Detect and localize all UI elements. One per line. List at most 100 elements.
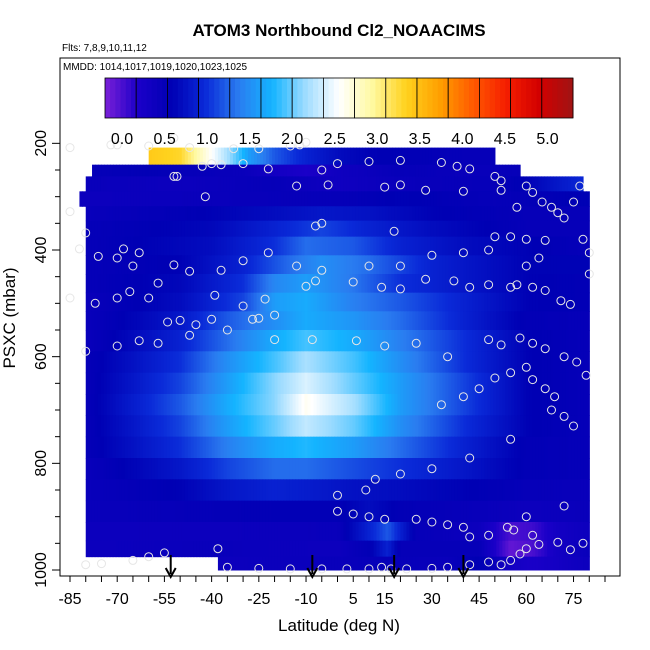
heatmap-cell [133,522,138,542]
heatmap-cell [475,372,479,395]
heatmap-cell [136,330,141,352]
heatmap-cell [292,176,297,192]
heatmap-cell [331,191,335,207]
heatmap-cell [361,415,366,438]
colorbar-cell [104,77,137,119]
heatmap-cell [184,415,189,438]
heatmap-cell [184,351,189,374]
heatmap-cell [169,415,174,438]
heatmap-cell [541,220,545,238]
heatmap-cell [574,522,578,542]
heatmap-cell [499,206,503,222]
heatmap-cell [565,458,569,480]
heatmap-cell [307,458,312,480]
observation-point [553,208,563,218]
heatmap-cell [217,394,222,416]
heatmap-cell [328,255,333,275]
heatmap-cell [454,436,458,459]
heatmap-cell [193,394,198,416]
heatmap-cell [211,372,216,395]
heatmap-cell [274,274,279,294]
heatmap-cell [436,351,441,374]
heatmap-cell [433,191,437,207]
heatmap-cell [196,164,201,177]
heatmap-cell [190,330,195,352]
heatmap-cell [472,394,476,416]
heatmap-cell [502,220,506,238]
heatmap-cell [193,274,198,294]
heatmap-cell [346,255,351,275]
colorbar: 0.0 0.5 1.0 1.5 2.0 2.5 3.0 3.5 4.0 4.5 5.0 [104,77,574,148]
heatmap-cell [229,522,234,542]
heatmap-cell [550,522,554,542]
heatmap-cell [358,556,363,571]
heatmap-cell [202,191,206,207]
heatmap-cell [409,164,413,177]
heatmap-cell [484,274,488,294]
heatmap-cell [376,311,381,331]
heatmap-cell [436,415,441,438]
heatmap-cell [196,351,201,374]
heatmap-cell [163,220,168,238]
heatmap-cell [367,220,372,238]
heatmap-cell [331,176,335,192]
heatmap-cell [127,206,132,222]
heatmap-cell [310,292,315,312]
heatmap-cell [88,311,93,331]
observation-point [572,357,582,367]
observation-point [112,341,122,351]
heatmap-cell [298,458,303,480]
heatmap-cell [331,479,336,502]
heatmap-cell [106,436,111,459]
heatmap-cell [325,351,330,374]
heatmap-cell [316,436,321,459]
heatmap-cell [172,330,177,352]
heatmap-cell [412,330,417,352]
heatmap-cell [100,500,105,523]
heatmap-cell [277,220,282,238]
heatmap-cell [394,540,399,558]
heatmap-cell [103,500,108,523]
heatmap-cell [295,164,300,177]
heatmap-cell [352,311,357,331]
heatmap-cell [421,236,426,256]
heatmap-cell [391,164,395,177]
heatmap-cell [118,540,123,558]
heatmap-cell [484,255,488,275]
heatmap-cell [487,436,491,459]
heatmap-cell [556,436,560,459]
heatmap-cell [418,351,423,374]
heatmap-cell [217,351,222,374]
heatmap-cell [346,394,351,416]
heatmap-cell [124,458,129,480]
observation-point [465,532,475,542]
heatmap-cell [235,436,240,459]
heatmap-cell [457,292,461,312]
heatmap-cell [421,274,426,294]
heatmap-cell [196,394,201,416]
heatmap-cell [577,500,581,523]
heatmap-cell [463,458,467,480]
heatmap-cell [259,479,264,502]
heatmap-cell [115,394,120,416]
heatmap-cell [535,394,539,416]
heatmap-cell [289,330,294,352]
heatmap-cell [169,436,174,459]
heatmap-cell [571,415,575,438]
heatmap-cell [388,479,393,502]
heatmap-cell [442,274,446,294]
heatmap-cell [550,191,554,207]
heatmap-cell [106,330,111,352]
heatmap-cell [178,372,183,395]
heatmap-cell [394,236,399,256]
heatmap-cell [274,351,279,374]
heatmap-cell [382,394,387,416]
heatmap-cell [331,522,336,542]
heatmap-cell [553,540,557,558]
heatmap-cell [307,292,312,312]
heatmap-cell [517,522,521,542]
heatmap-cell [574,236,578,256]
heatmap-cell [466,292,470,312]
heatmap-cell [442,311,446,331]
heatmap-cell [502,206,506,222]
